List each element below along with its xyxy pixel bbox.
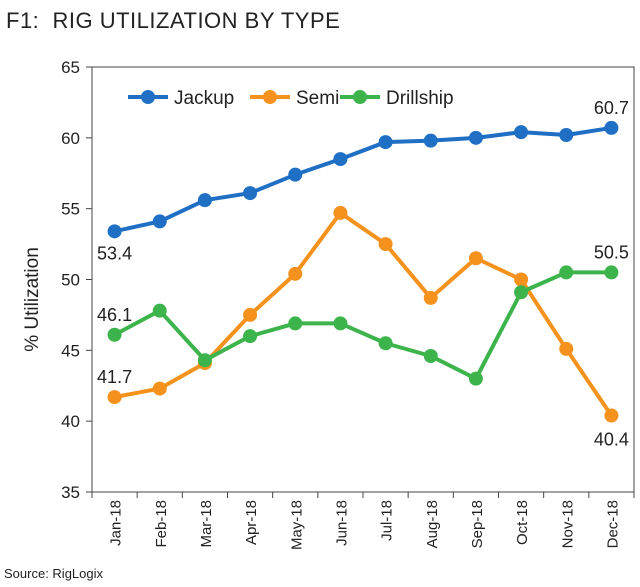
series-drillship xyxy=(107,265,619,386)
legend-item-drillship: Drillship xyxy=(340,88,454,109)
data-point xyxy=(514,285,529,300)
legend-label: Semi xyxy=(296,88,339,109)
data-point xyxy=(333,316,348,331)
data-label: 46.1 xyxy=(97,305,132,325)
data-point xyxy=(288,316,303,331)
data-label: 53.4 xyxy=(97,243,132,263)
series-line xyxy=(114,125,612,234)
chart-annotations: 53.4 60.7 46.1 50.5 41.7 40.4 xyxy=(97,98,629,450)
data-point xyxy=(468,251,483,266)
x-tick-label: Dec-18 xyxy=(604,500,621,548)
data-point xyxy=(378,336,393,351)
x-tick-label: Jul-18 xyxy=(379,500,396,541)
y-tick-label: 35 xyxy=(61,483,80,502)
chart-series xyxy=(107,120,619,423)
data-label: 60.7 xyxy=(594,98,629,118)
x-tick-label: Nov-18 xyxy=(559,500,576,548)
x-tick-label: May-18 xyxy=(288,500,305,550)
y-tick-label: 45 xyxy=(61,341,80,360)
data-point xyxy=(152,381,167,396)
x-tick-label: Oct-18 xyxy=(514,500,531,545)
data-point xyxy=(604,408,619,423)
data-label: 40.4 xyxy=(594,430,629,450)
x-tick-label: Sep-18 xyxy=(469,500,486,548)
data-point xyxy=(468,130,483,145)
legend-item-jackup: Jackup xyxy=(128,88,234,109)
legend-swatch-marker xyxy=(353,90,367,104)
data-point xyxy=(559,128,574,142)
series-semi xyxy=(107,205,619,423)
data-point xyxy=(378,237,393,252)
data-point xyxy=(107,327,122,342)
data-point xyxy=(288,266,303,281)
data-point xyxy=(152,214,167,229)
y-tick-label: 50 xyxy=(61,271,80,290)
y-tick-label: 40 xyxy=(61,412,80,431)
data-point xyxy=(333,205,348,220)
chart-axes: 35 40 45 50 55 60 65 Jan-18 Feb-18 Mar-18 Apr-18 Ma… xyxy=(61,58,635,550)
data-point xyxy=(197,353,212,368)
data-point xyxy=(378,135,393,150)
data-point xyxy=(107,390,122,405)
data-point xyxy=(152,303,167,318)
series-line xyxy=(113,270,612,381)
data-point xyxy=(243,307,258,322)
chart-title: F1: RIG UTILIZATION BY TYPE xyxy=(6,8,341,33)
source-note: Source: RigLogix xyxy=(4,566,103,581)
data-point xyxy=(423,290,438,305)
chart-legend: Jackup Semi Drillship xyxy=(128,88,454,109)
x-tick-label: Feb-18 xyxy=(153,500,170,548)
legend-label: Drillship xyxy=(386,88,454,109)
data-point xyxy=(423,133,438,148)
legend-item-semi: Semi xyxy=(250,88,339,109)
x-tick-label: Jan-18 xyxy=(108,500,125,546)
y-tick-label: 55 xyxy=(61,200,80,219)
data-label: 50.5 xyxy=(594,242,629,262)
data-point xyxy=(243,329,258,344)
data-point xyxy=(559,341,574,356)
y-tick-label: 60 xyxy=(61,129,80,148)
data-label: 41.7 xyxy=(97,367,132,387)
data-point xyxy=(604,120,619,135)
series-jackup xyxy=(107,120,619,239)
data-point xyxy=(559,265,574,280)
series-line xyxy=(114,210,614,417)
data-point xyxy=(243,186,258,201)
legend-swatch-marker xyxy=(263,90,277,104)
data-point xyxy=(197,193,212,208)
x-tick-label: Jun-18 xyxy=(333,500,350,546)
legend-swatch-marker xyxy=(141,90,155,104)
legend-label: Jackup xyxy=(174,88,234,109)
data-point xyxy=(604,265,619,280)
data-point xyxy=(468,371,483,386)
data-point xyxy=(514,272,529,287)
y-axis-label: % Utilization xyxy=(22,247,43,352)
x-tick-label: Apr-18 xyxy=(243,500,260,545)
y-tick-label: 65 xyxy=(61,58,80,77)
data-point xyxy=(107,224,122,239)
data-point xyxy=(333,152,348,167)
x-tick-label: Mar-18 xyxy=(198,500,215,548)
data-point xyxy=(423,349,438,363)
data-point xyxy=(514,125,529,140)
x-tick-label: Aug-18 xyxy=(424,500,441,548)
data-point xyxy=(288,167,303,182)
